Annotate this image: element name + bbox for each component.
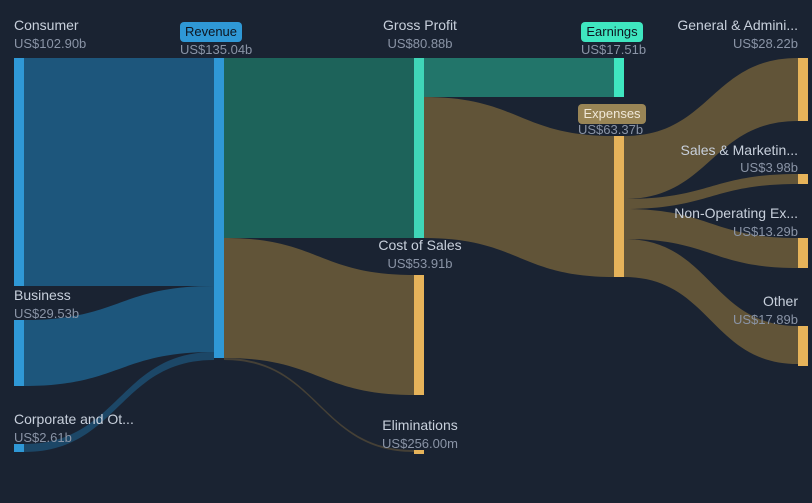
sankey-link	[24, 58, 214, 286]
node-title-earnings: Earnings	[586, 24, 638, 39]
node-title-elim: Eliminations	[382, 417, 457, 433]
node-bar-business[interactable]	[14, 320, 24, 386]
sankey-link	[424, 58, 614, 97]
node-title-consumer: Consumer	[14, 17, 79, 33]
node-value-business: US$29.53b	[14, 306, 79, 321]
node-value-elim: US$256.00m	[382, 436, 458, 451]
node-value-consumer: US$102.90b	[14, 36, 86, 51]
node-value-revenue: US$135.04b	[180, 42, 252, 57]
node-title-business: Business	[14, 287, 71, 303]
node-bar-corporate[interactable]	[14, 444, 24, 452]
node-bar-ga[interactable]	[798, 58, 808, 121]
node-value-cost: US$53.91b	[387, 256, 452, 271]
node-bar-sm[interactable]	[798, 174, 808, 184]
node-value-other: US$17.89b	[733, 312, 798, 327]
node-bar-gross[interactable]	[414, 58, 424, 238]
sankey-link	[224, 58, 414, 238]
node-bar-other[interactable]	[798, 326, 808, 366]
node-bar-expenses[interactable]	[614, 136, 624, 277]
node-bar-revenue[interactable]	[214, 58, 224, 358]
node-title-other: Other	[763, 293, 798, 309]
node-value-gross: US$80.88b	[387, 36, 452, 51]
node-value-corporate: US$2.61b	[14, 430, 72, 445]
node-title-cost: Cost of Sales	[378, 237, 461, 253]
node-bar-consumer[interactable]	[14, 58, 24, 286]
node-title-sm: Sales & Marketin...	[681, 142, 799, 158]
node-bar-nop[interactable]	[798, 238, 808, 268]
node-title-gross: Gross Profit	[383, 17, 457, 33]
node-bar-cost[interactable]	[414, 275, 424, 395]
node-bar-earnings[interactable]	[614, 58, 624, 97]
node-value-nop: US$13.29b	[733, 224, 798, 239]
node-value-earnings: US$17.51b	[581, 42, 646, 57]
node-title-revenue: Revenue	[185, 24, 237, 39]
node-title-expenses: Expenses	[583, 106, 641, 121]
sankey-chart: Consumer US$102.90b Business US$29.53b Corpo…	[0, 0, 812, 503]
node-value-ga: US$28.22b	[733, 36, 798, 51]
node-title-nop: Non-Operating Ex...	[674, 205, 798, 221]
node-value-expenses: US$63.37b	[578, 122, 643, 137]
node-title-corporate: Corporate and Ot...	[14, 411, 134, 427]
node-title-ga: General & Admini...	[677, 17, 798, 33]
node-value-sm: US$3.98b	[740, 160, 798, 175]
